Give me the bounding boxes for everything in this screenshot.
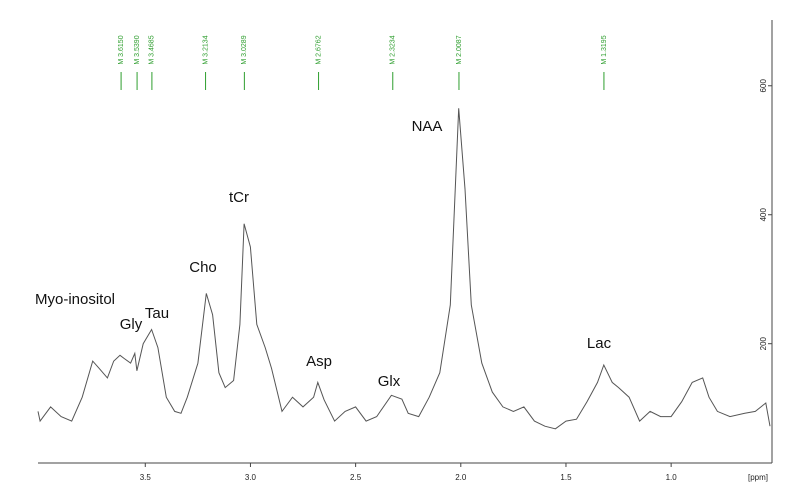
y-tick-label: 400 [759,208,768,222]
peak-marker-label: M 2.3234 [390,35,397,64]
x-tick-label: 1.5 [560,473,572,482]
spectrum-line [37,108,771,430]
peak-marker-label: M 3.2134 [202,35,209,64]
peak-annotation: NAA [412,118,443,135]
y-tick-label: 200 [759,336,768,350]
x-tick-label: 2.5 [350,473,362,482]
peak-annotation: Cho [189,259,217,276]
y-tick-label: 600 [759,79,768,93]
peak-marker-label: M 3.4685 [149,35,156,64]
peak-marker-label: M 3.5390 [134,35,141,64]
peak-marker-label: M 2.6762 [315,35,322,64]
peak-annotation: Tau [145,305,169,322]
peak-marker-label: M 2.0087 [456,35,463,64]
x-tick-label: 2.0 [455,473,467,482]
peak-marker-label: M 3.0289 [241,35,248,64]
peak-annotation: Gly [120,316,143,333]
peak-annotation: tCr [229,189,249,206]
x-tick-label: 3.0 [245,473,257,482]
peak-annotation: Glx [378,373,401,390]
peak-annotation: Myo-inositol [35,291,115,308]
peak-annotation: Lac [587,335,612,352]
peak-marker-label: M 1.3195 [601,35,608,64]
x-tick-label: 3.5 [140,473,152,482]
x-tick-label: 1.0 [666,473,678,482]
peak-marker-label: M 3.6150 [118,35,125,64]
x-axis-label: [ppm] [748,473,768,482]
peak-annotation: Asp [306,353,332,370]
